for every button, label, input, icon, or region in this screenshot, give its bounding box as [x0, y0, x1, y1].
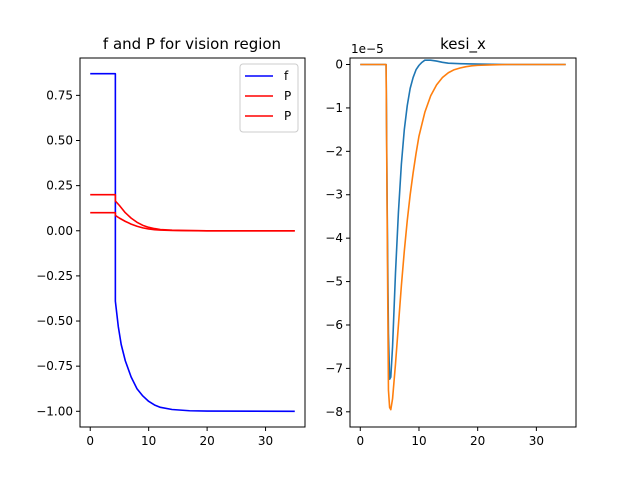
left-legend: fPP	[239, 63, 299, 133]
y-tick-label: −0.50	[36, 314, 73, 328]
y-tick-label: −2	[325, 144, 343, 158]
left-axis-ticks: 0 10 20 30 0.75 0.50 0.25 0.00 −0.25 −0.50 −0.75 −1…	[36, 88, 273, 448]
y-tick-label: −7	[325, 361, 343, 375]
x-tick-label: 10	[141, 434, 156, 448]
y-tick-label: −4	[325, 231, 343, 245]
y-tick-label: −0.75	[36, 359, 73, 373]
y-tick-label: −6	[325, 318, 343, 332]
legend-label: f	[284, 69, 289, 83]
y-tick-label: 0.25	[46, 179, 73, 193]
left-axes-frame	[79, 57, 306, 428]
y-tick-label: −5	[325, 275, 343, 289]
right-axis-ticks: 0 10 20 30 0 −1 −2 −3 −4 −5 −6 −7 −8	[325, 58, 544, 448]
left-subplot-title: f and P for vision region	[103, 35, 281, 53]
legend-label: P	[284, 89, 291, 103]
x-tick-label: 30	[529, 434, 544, 448]
legend-box	[239, 63, 299, 133]
left-plot-area	[90, 72, 295, 413]
right-subplot: kesi_x 1e−5 0 10 20 30 0 −1 −2 −3 −4 −5 −6 −7 −8	[325, 35, 577, 448]
y-offset-label: 1e−5	[351, 42, 384, 56]
series-line-0-0	[90, 72, 295, 413]
y-tick-label: −3	[325, 188, 343, 202]
y-tick-label: 0.00	[46, 224, 73, 238]
y-tick-label: 0.50	[46, 134, 73, 148]
x-tick-label: 0	[86, 434, 94, 448]
series-line-1-0	[360, 59, 566, 381]
y-tick-label: −0.25	[36, 269, 73, 283]
y-tick-label: −8	[325, 405, 343, 419]
x-tick-label: 20	[470, 434, 485, 448]
y-tick-label: 0.75	[46, 88, 73, 102]
right-axes-frame	[349, 57, 577, 428]
x-tick-label: 10	[411, 434, 426, 448]
y-tick-label: −1	[325, 101, 343, 115]
right-plot-area	[360, 59, 566, 411]
left-subplot: f and P for vision region 0 10 20 30 0.75 0.5…	[36, 35, 306, 448]
y-tick-label: 0	[335, 58, 343, 72]
y-tick-label: −1.00	[36, 404, 73, 418]
right-subplot-title: kesi_x	[440, 35, 486, 54]
x-tick-label: 0	[356, 434, 364, 448]
series-line-1-1	[360, 63, 566, 411]
series-line-0-2	[90, 211, 295, 232]
x-tick-label: 20	[199, 434, 214, 448]
legend-label: P	[284, 109, 291, 123]
x-tick-label: 30	[258, 434, 273, 448]
